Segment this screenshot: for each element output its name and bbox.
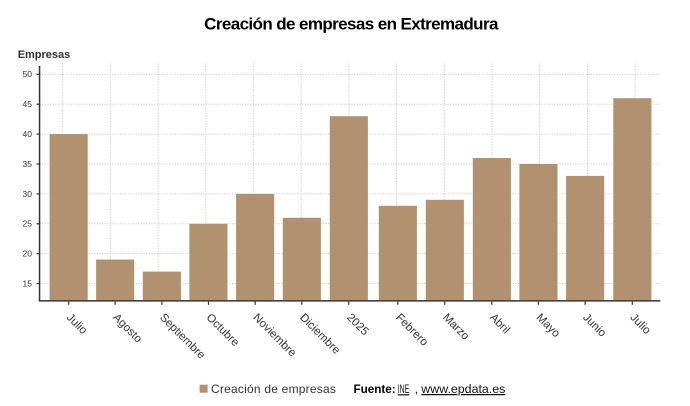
svg-text:Empresas: Empresas	[18, 49, 71, 61]
svg-text:20: 20	[23, 249, 33, 259]
svg-text:Febrero: Febrero	[393, 312, 430, 349]
svg-text:Julio: Julio	[627, 312, 652, 337]
svg-text:Julio: Julio	[64, 312, 89, 337]
svg-text:www.epdata.es: www.epdata.es	[420, 382, 505, 396]
svg-text:15: 15	[23, 278, 33, 288]
svg-text:Agosto: Agosto	[110, 312, 144, 346]
svg-text:50: 50	[23, 69, 33, 79]
svg-text:Octubre: Octubre	[204, 312, 241, 349]
svg-text:Creación de empresas en Extrem: Creación de empresas en Extremadura	[204, 15, 499, 34]
svg-text:25: 25	[23, 219, 33, 229]
svg-text:Junio: Junio	[580, 312, 608, 340]
svg-text:Fuente:: Fuente:	[354, 383, 396, 396]
svg-text:Diciembre: Diciembre	[297, 312, 342, 357]
svg-text:,: ,	[415, 382, 418, 396]
svg-text:40: 40	[23, 129, 33, 139]
svg-text:Noviembre: Noviembre	[250, 312, 298, 360]
svg-text:INE: INE	[398, 383, 410, 396]
svg-text:Mayo: Mayo	[534, 312, 562, 340]
svg-text:Marzo: Marzo	[440, 312, 471, 343]
svg-text:2025: 2025	[344, 312, 371, 339]
svg-text:Septiembre: Septiembre	[157, 312, 207, 362]
svg-text:45: 45	[23, 99, 33, 109]
svg-text:30: 30	[23, 189, 33, 199]
svg-text:Creación de empresas: Creación de empresas	[211, 382, 336, 396]
svg-text:Abril: Abril	[487, 312, 512, 337]
svg-text:35: 35	[23, 159, 33, 169]
